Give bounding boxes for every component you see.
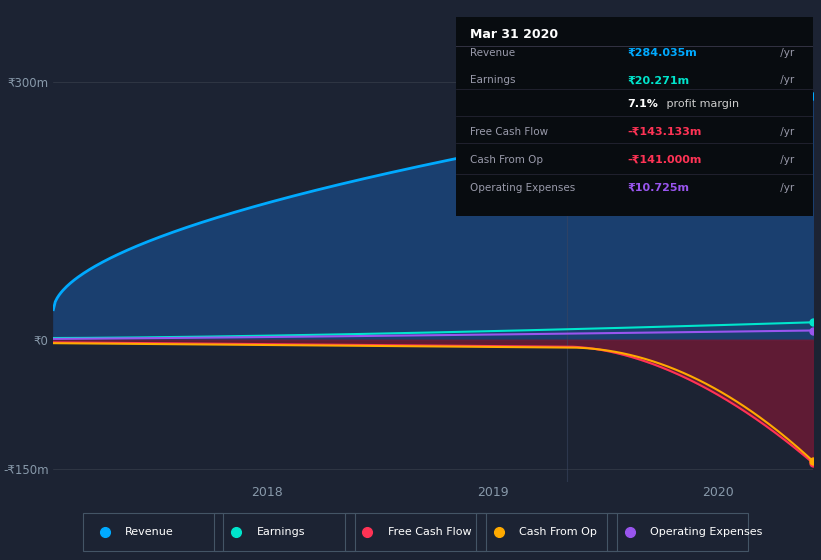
Text: Revenue: Revenue [470, 48, 515, 58]
Text: Cash From Op: Cash From Op [519, 527, 597, 537]
Text: /yr: /yr [777, 183, 795, 193]
Text: Free Cash Flow: Free Cash Flow [470, 127, 548, 137]
Text: Operating Expenses: Operating Expenses [470, 183, 576, 193]
Text: Revenue: Revenue [126, 527, 174, 537]
Text: 7.1%: 7.1% [627, 99, 658, 109]
Text: /yr: /yr [777, 76, 795, 86]
Text: ₹10.725m: ₹10.725m [627, 183, 689, 193]
Text: Mar 31 2020: Mar 31 2020 [470, 28, 558, 41]
Text: -₹143.133m: -₹143.133m [627, 127, 701, 137]
Text: Earnings: Earnings [470, 76, 516, 86]
Text: Free Cash Flow: Free Cash Flow [388, 527, 471, 537]
Text: Earnings: Earnings [256, 527, 305, 537]
Text: Operating Expenses: Operating Expenses [650, 527, 762, 537]
Text: ₹20.271m: ₹20.271m [627, 76, 689, 86]
Text: /yr: /yr [777, 127, 795, 137]
Text: ₹284.035m: ₹284.035m [627, 48, 697, 58]
Text: -₹141.000m: -₹141.000m [627, 155, 701, 165]
Text: profit margin: profit margin [663, 99, 739, 109]
Text: Cash From Op: Cash From Op [470, 155, 543, 165]
Text: /yr: /yr [777, 155, 795, 165]
Text: /yr: /yr [777, 48, 795, 58]
